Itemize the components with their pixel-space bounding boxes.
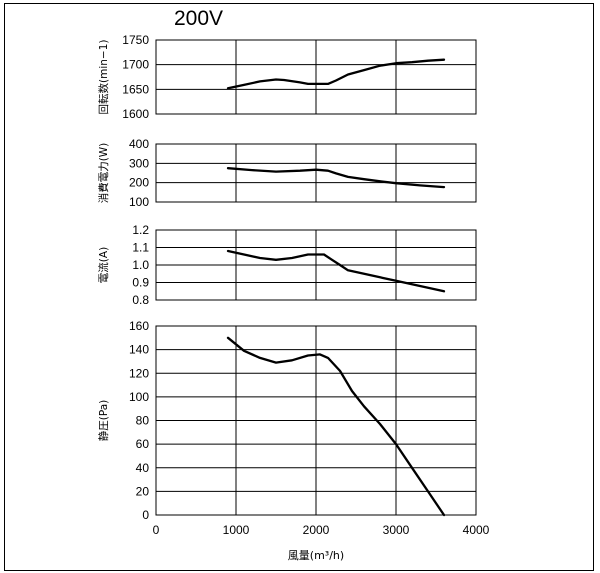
y-axis-label: 回転数(min−1) — [97, 40, 110, 115]
y-tick-label: 160 — [129, 319, 149, 333]
y-tick-label: 140 — [129, 343, 149, 357]
series-line — [226, 167, 446, 189]
y-tick-label: 60 — [136, 437, 150, 451]
panel-3: 0.8 0.9 1.0 1.1 1.2 電流(A) — [97, 223, 477, 307]
chart-title: 200V — [174, 7, 223, 30]
x-tick-label: 4000 — [463, 523, 490, 537]
series-line — [226, 249, 446, 293]
y-tick-label: 0.9 — [132, 276, 149, 290]
panel-2: 100 200 300 400 消費電力(W) — [97, 137, 477, 209]
series-line — [226, 336, 446, 517]
y-axis-label: 静圧(Pa) — [97, 400, 110, 442]
y-tick-label: 1700 — [122, 58, 149, 72]
y-tick-label: 1.2 — [132, 223, 149, 237]
y-tick-label: 1750 — [122, 33, 149, 47]
y-tick-label: 300 — [129, 156, 149, 170]
chart-frame — [4, 3, 594, 571]
y-tick-label: 0.8 — [132, 293, 149, 307]
y-tick-label: 120 — [129, 366, 149, 380]
panel-4: 0 20 40 60 80 100 120 140 160 静圧(Pa) — [97, 319, 477, 522]
y-tick-label: 100 — [129, 195, 149, 209]
y-tick-label: 1600 — [122, 107, 149, 121]
y-tick-label: 1.1 — [132, 241, 149, 255]
x-tick-label: 1000 — [223, 523, 250, 537]
y-tick-label: 20 — [136, 484, 150, 498]
y-tick-label: 0 — [142, 508, 149, 522]
y-tick-label: 1650 — [122, 82, 149, 96]
y-tick-label: 1.0 — [132, 258, 149, 272]
y-tick-label: 40 — [136, 461, 150, 475]
y-axis-label: 電流(A) — [97, 247, 110, 283]
x-tick-label: 0 — [153, 523, 160, 537]
y-tick-label: 400 — [129, 137, 149, 151]
y-tick-label: 100 — [129, 390, 149, 404]
y-tick-label: 80 — [136, 414, 150, 428]
y-tick-label: 200 — [129, 176, 149, 190]
x-tick-label: 3000 — [383, 523, 410, 537]
series-line — [226, 58, 446, 90]
x-axis-label: 風量(m³/h) — [288, 549, 344, 562]
x-tick-label: 2000 — [303, 523, 330, 537]
y-axis-label: 消費電力(W) — [97, 143, 110, 204]
panel-1: 1600 1650 1700 1750 回転数(min−1) — [97, 33, 477, 121]
